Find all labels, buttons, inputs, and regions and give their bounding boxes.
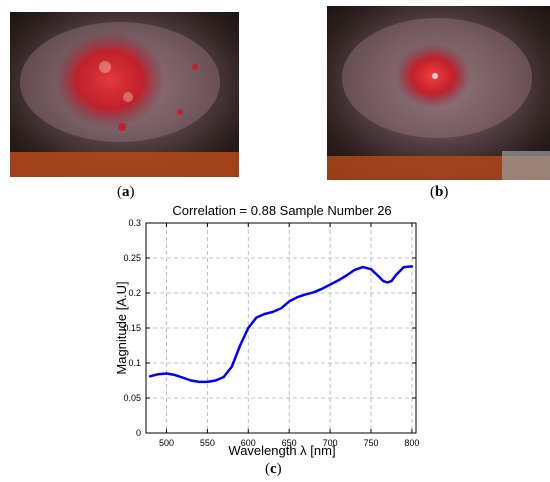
series-line [148,265,414,384]
grid-lines [146,223,416,433]
y-tick-label: 0.05 [123,393,141,403]
y-tick-label: 0.1 [128,358,141,368]
y-axis-label: Magnitude [A.U] [114,281,129,374]
panel-label-c: (c) [265,461,282,477]
y-tick-label: 0.3 [128,218,141,228]
y-tick-label: 0 [136,428,141,438]
x-axis: 500 550 600 650 700 750 800 [159,223,419,448]
y-tick-label: 0.2 [128,288,141,298]
y-tick-label: 0.15 [123,323,141,333]
y-axis: 0 0.05 0.1 0.15 0.2 0.25 0.3 [123,218,416,438]
photo-b [327,6,550,180]
x-tick-label: 700 [323,438,338,448]
x-tick-label: 750 [363,438,378,448]
x-tick-label: 600 [241,438,256,448]
x-tick-label: 550 [200,438,215,448]
y-tick-label: 0.25 [123,253,141,263]
x-tick-label: 500 [159,438,174,448]
chart-title: Correlation = 0.88 Sample Number 26 [172,203,391,218]
x-tick-label: 800 [404,438,419,448]
spectrum-chart: Correlation = 0.88 Sample Number 26 500 5… [114,203,419,458]
panel-label-a: (a) [117,184,135,200]
x-tick-label: 650 [282,438,297,448]
photo-a [10,12,239,177]
x-axis-label: Wavelength λ [nm] [228,443,335,458]
panel-label-b: (b) [430,184,449,200]
